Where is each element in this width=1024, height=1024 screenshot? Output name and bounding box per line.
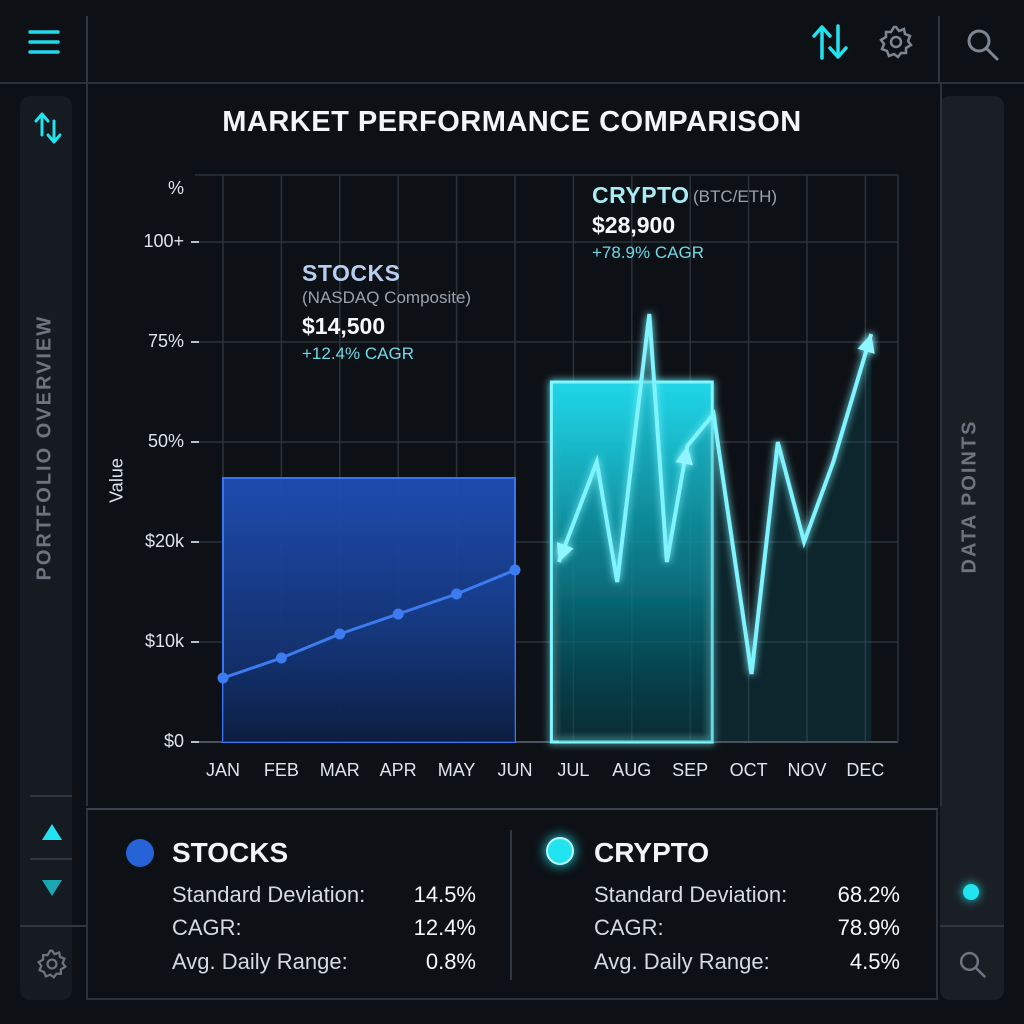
x-tick-label: OCT: [729, 760, 768, 780]
top-toolbar: [0, 0, 1024, 84]
stats-divider: [510, 830, 512, 980]
crypto-stat-label: Standard Deviation:: [594, 882, 788, 907]
stocks-annotation-name: STOCKS: [302, 260, 401, 286]
crypto-stat-label: Avg. Daily Range:: [594, 949, 770, 974]
crypto-annotation-name: CRYPTO: [592, 182, 690, 208]
right-sidebar: [940, 96, 1004, 1000]
stocks-stat-value: 12.4%: [413, 915, 476, 940]
sidebar-divider: [20, 925, 86, 927]
crypto-arrowhead: [857, 334, 875, 354]
stocks-data-point: [451, 588, 463, 600]
sidebar-divider: [30, 795, 72, 797]
chart-panel: [86, 84, 942, 806]
hamburger-icon[interactable]: [24, 22, 64, 62]
crypto-series-line: [556, 313, 874, 675]
x-tick-label: NOV: [787, 760, 827, 780]
crypto-stat-value: 68.2%: [837, 882, 900, 907]
search-icon[interactable]: [952, 944, 992, 984]
stocks-data-point: [217, 672, 229, 684]
left-sidebar: [20, 96, 72, 1000]
x-tick-label: FEB: [263, 760, 299, 780]
crypto-area: [558, 314, 872, 742]
x-tick-label: MAY: [437, 760, 476, 780]
y-tick-label: $0: [163, 731, 184, 751]
y-tick-label: $20k: [144, 531, 184, 551]
crypto-stat-value: 4.5%: [849, 949, 900, 974]
stocks-stats-title: STOCKS: [172, 837, 289, 868]
gear-icon[interactable]: [874, 20, 918, 64]
stocks-stat-value: 14.5%: [413, 882, 476, 907]
stocks-data-point: [275, 652, 287, 664]
stocks-legend-dot: [126, 839, 154, 867]
sidebar-divider: [30, 858, 72, 860]
stocks-area: [223, 570, 515, 742]
x-tick-label: JUL: [557, 760, 590, 780]
x-tick-label: SEP: [672, 760, 709, 780]
crypto-annotation-value: $28,900: [592, 212, 676, 238]
y-tick-label: $10k: [144, 631, 184, 651]
chart-title: MARKET PERFORMANCE COMPARISON: [222, 106, 802, 138]
y-tick-label: 75%: [147, 331, 184, 351]
crypto-stat-value: 78.9%: [837, 915, 900, 940]
stocks-data-point: [334, 628, 346, 640]
gear-icon[interactable]: [32, 944, 72, 984]
sidebar-divider: [940, 925, 1004, 927]
x-tick-label: JAN: [205, 760, 240, 780]
crypto-stat-label: CAGR:: [594, 915, 664, 940]
sort-arrows-icon[interactable]: [806, 18, 854, 66]
crypto-annotation-subtitle: (BTC/ETH): [693, 187, 778, 206]
y-unit-label: %: [167, 178, 184, 198]
scroll-up-icon[interactable]: [34, 818, 70, 846]
crypto-arrowhead: [675, 446, 694, 466]
stocks-series-line: [222, 568, 516, 680]
sort-arrows-icon[interactable]: [28, 108, 68, 148]
stocks-stat-label: CAGR:: [172, 915, 242, 940]
crypto-annotation-cagr: +78.9% CAGR: [592, 243, 704, 262]
crypto-bar: [549, 380, 714, 744]
status-indicator: [963, 884, 979, 900]
stocks-annotation-subtitle: (NASDAQ Composite): [302, 288, 472, 307]
y-tick-label: 50%: [147, 431, 184, 451]
search-icon[interactable]: [960, 22, 1004, 66]
x-tick-label: JUN: [497, 760, 533, 780]
stocks-stat-value: 0.8%: [425, 949, 476, 974]
y-axis-label: Value: [106, 458, 127, 503]
stocks-data-point: [509, 564, 521, 576]
stocks-stat-label: Standard Deviation:: [172, 882, 366, 907]
x-tick-label: MAR: [319, 760, 360, 780]
scroll-down-icon[interactable]: [34, 874, 70, 902]
stocks-annotation-value: $14,500: [302, 313, 386, 339]
stocks-stat-label: Avg. Daily Range:: [172, 949, 348, 974]
stocks-data-point: [392, 608, 404, 620]
stats-panel: [86, 808, 938, 1000]
x-tick-label: DEC: [846, 760, 885, 780]
crypto-stats-title: CRYPTO: [594, 837, 710, 868]
stocks-annotation-cagr: +12.4% CAGR: [302, 344, 414, 363]
toolbar-divider: [86, 16, 88, 82]
crypto-arrowhead: [556, 541, 574, 562]
x-tick-label: APR: [379, 760, 417, 780]
x-tick-label: AUG: [612, 760, 652, 780]
y-tick-label: 100+: [143, 231, 184, 251]
toolbar-divider: [938, 16, 940, 82]
crypto-legend-dot: [546, 837, 574, 865]
